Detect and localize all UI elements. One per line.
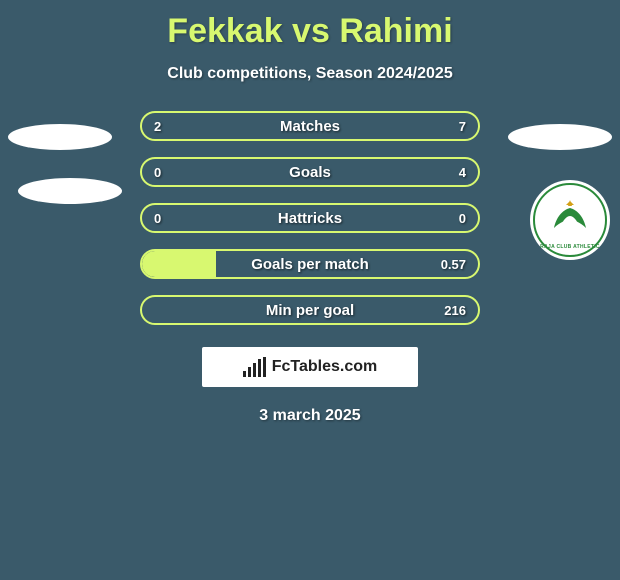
- stat-right-value: 7: [459, 119, 466, 134]
- stat-row: 2 Matches 7: [140, 111, 480, 141]
- stat-right-value: 216: [444, 303, 466, 318]
- stat-row: Goals per match 0.57: [140, 249, 480, 279]
- stat-row: 0 Goals 4: [140, 157, 480, 187]
- date-text: 3 march 2025: [0, 407, 620, 425]
- brand-text: FcTables.com: [272, 358, 378, 376]
- stat-left-value: 0: [154, 211, 161, 226]
- bars-icon: [243, 357, 266, 377]
- stat-label: Matches: [280, 118, 340, 135]
- club-logo: RAJA CLUB ATHLETIC: [530, 180, 610, 260]
- left-placeholder-2: [18, 178, 122, 204]
- page-title: Fekkak vs Rahimi: [0, 0, 620, 51]
- stat-label: Hattricks: [278, 210, 342, 227]
- stat-left-value: 2: [154, 119, 161, 134]
- club-logo-text: RAJA CLUB ATHLETIC: [540, 244, 600, 250]
- stat-fill-left: [142, 251, 216, 277]
- stat-right-value: 0: [459, 211, 466, 226]
- subtitle: Club competitions, Season 2024/2025: [0, 65, 620, 83]
- stat-label: Goals: [289, 164, 331, 181]
- brand-badge: FcTables.com: [202, 347, 418, 387]
- stat-left-value: 0: [154, 165, 161, 180]
- left-placeholder-1: [8, 124, 112, 150]
- stat-right-value: 4: [459, 165, 466, 180]
- stat-row: Min per goal 216: [140, 295, 480, 325]
- stat-right-value: 0.57: [441, 257, 466, 272]
- stat-label: Goals per match: [251, 256, 369, 273]
- stat-row: 0 Hattricks 0: [140, 203, 480, 233]
- right-placeholder-1: [508, 124, 612, 150]
- stat-label: Min per goal: [266, 302, 354, 319]
